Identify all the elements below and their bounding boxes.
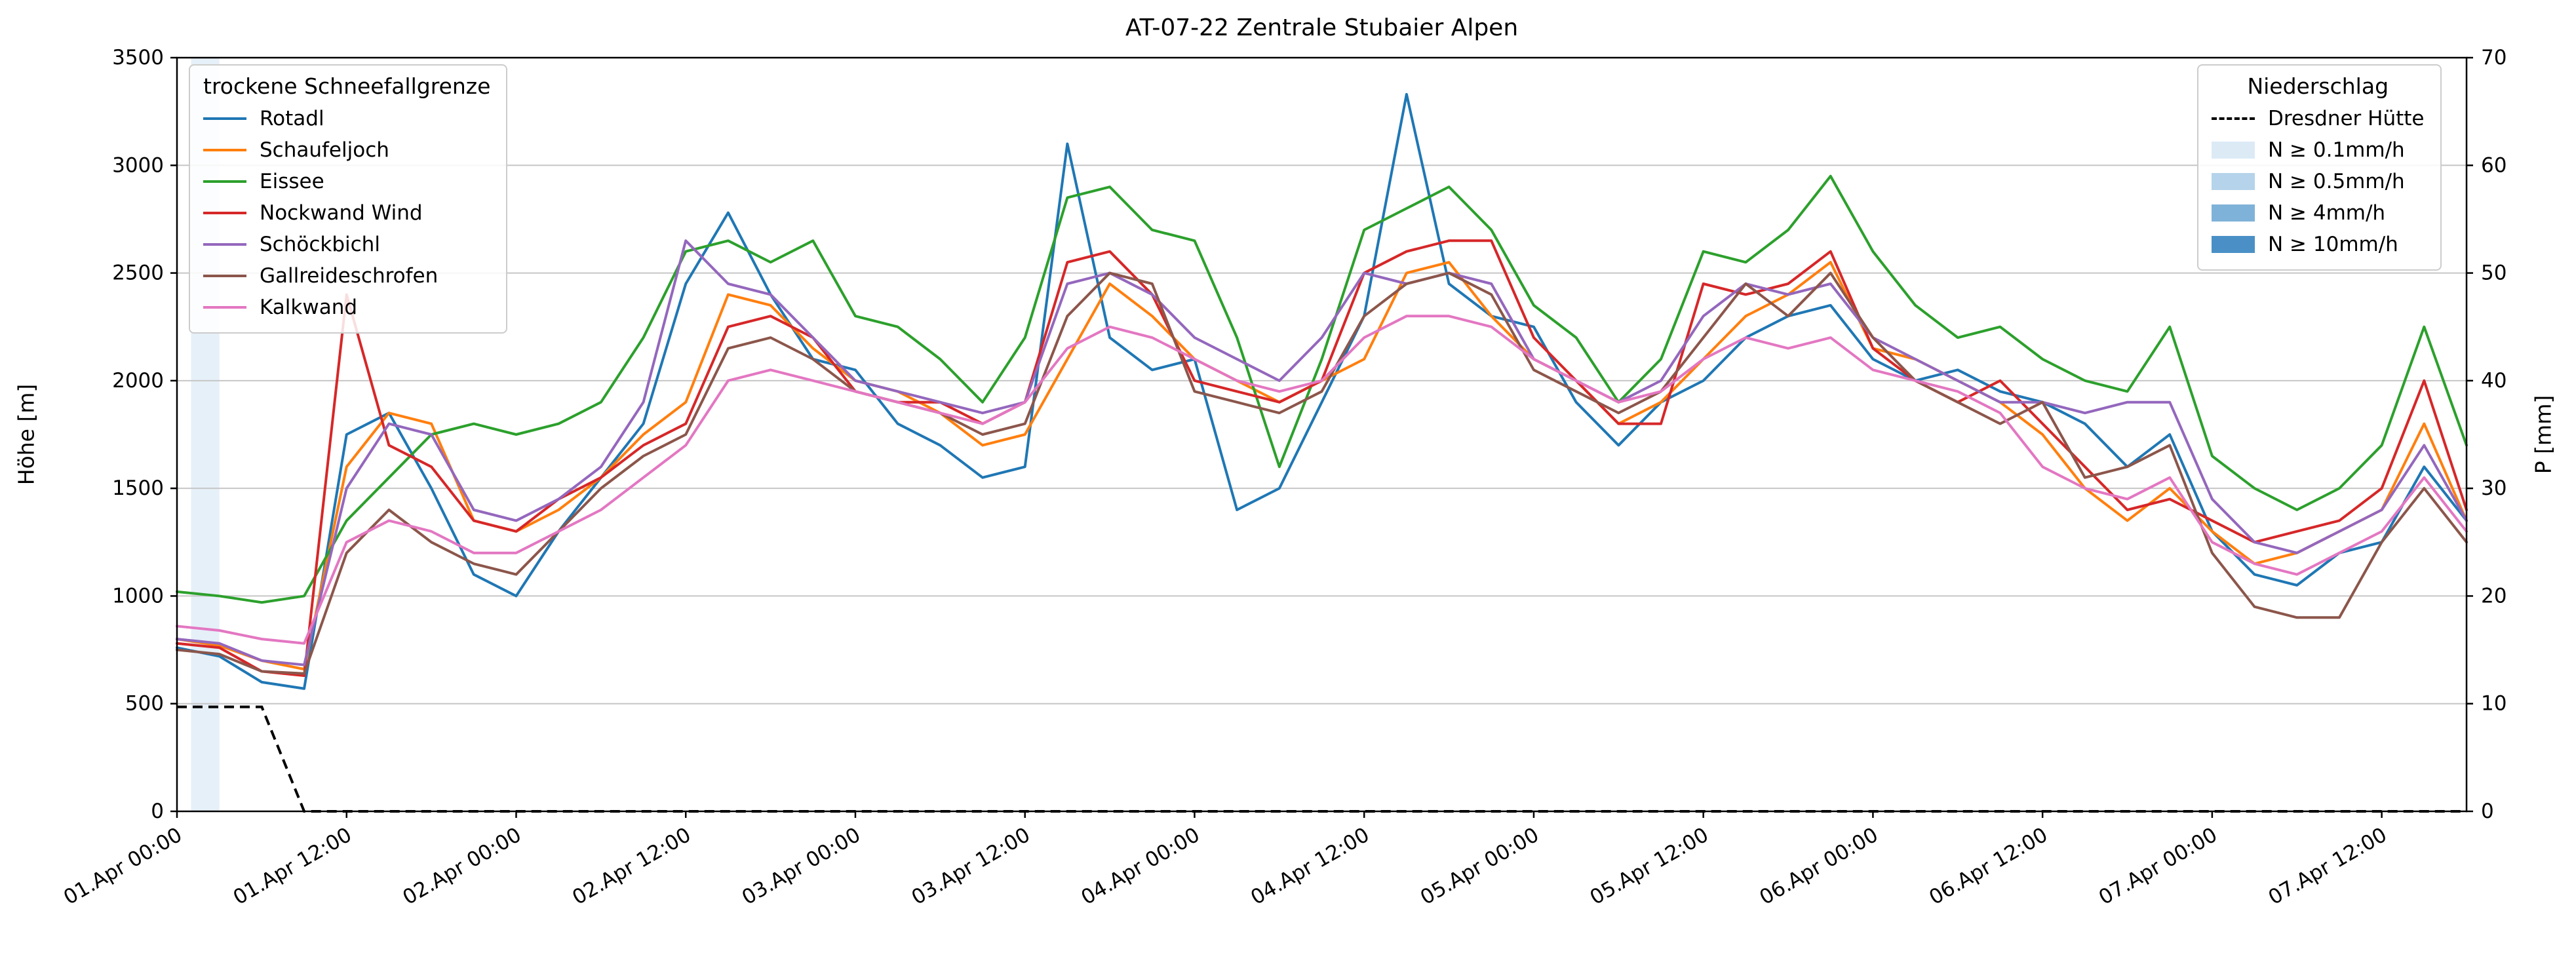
legend-patch-swatch [2212,236,2255,253]
x-tick-label: 01.Apr 12:00 [229,823,356,910]
y-tick-label-left: 500 [125,692,164,716]
legend-patch-swatch [2212,173,2255,190]
legend-precipitation: Niederschlag Dresdner Hütte N ≥ 0.1mm/h N … [2197,64,2442,271]
x-tick-label: 03.Apr 00:00 [738,823,865,910]
legend-entry-eissee: Eissee [203,166,490,197]
x-tick-label: 06.Apr 12:00 [1925,823,2052,910]
legend-entry-schaufeljoch: Schaufeljoch [203,134,490,166]
y-tick-label-right: 70 [2481,46,2507,69]
legend-label: N ≥ 4mm/h [2268,201,2386,225]
y-axis-label-left: Höhe [m] [13,383,39,486]
legend-line-swatch [203,275,246,277]
legend-entry-nockwand-wind: Nockwand Wind [203,197,490,229]
legend-snowfall-line: trockene Schneefallgrenze Rotadl Schaufel… [189,64,508,334]
legend-line-swatch [203,306,246,309]
y-tick-label-right: 20 [2481,584,2507,608]
legend-title: trockene Schneefallgrenze [203,73,491,99]
y-tick-label-right: 40 [2481,369,2507,393]
legend-line-swatch [203,212,246,214]
legend-entry-kalkwand: Kalkwand [203,292,490,323]
legend-label: Rotadl [260,107,324,130]
legend-label: Schöckbichl [260,233,380,256]
x-tick-label: 06.Apr 00:00 [1755,823,1882,910]
legend-label: N ≥ 0.5mm/h [2268,170,2405,193]
series-line-sch-ckbichl [176,239,2468,667]
chart-title: AT-07-22 Zentrale Stubaier Alpen [1125,14,1519,41]
legend-line-swatch [203,117,246,120]
legend-entries: Dresdner Hütte N ≥ 0.1mm/h N ≥ 0.5mm/h N ≥ … [2212,103,2425,260]
x-tick-label: 05.Apr 12:00 [1586,823,1713,910]
y-tick-label-left: 0 [151,800,164,823]
legend-label: Dresdner Hütte [2268,107,2425,130]
y-tick-label-left: 2000 [112,369,164,393]
legend-entry-dresdner-h-tte: Dresdner Hütte [2212,103,2425,134]
legend-entry-rotadl: Rotadl [203,103,490,134]
y-tick-label-left: 1000 [112,584,164,608]
legend-label: Gallreideschrofen [260,264,439,288]
precip-line-dresdner-huette [177,705,2467,813]
legend-line-swatch [203,180,246,183]
series-line-schaufeljoch [176,261,2468,671]
legend-label: N ≥ 10mm/h [2268,233,2398,256]
y-tick-label-right: 30 [2481,476,2507,500]
y-tick-label-right: 50 [2481,261,2507,285]
x-tick-label: 05.Apr 00:00 [1416,823,1543,910]
legend-entry-gallreideschrofen: Gallreideschrofen [203,260,490,292]
legend-line-swatch [203,149,246,151]
x-tick-label: 04.Apr 00:00 [1077,823,1203,910]
x-tick-label: 07.Apr 00:00 [2095,823,2221,910]
axes-spines [176,56,2468,813]
x-tick-label: 02.Apr 12:00 [568,823,695,910]
y-tick-label-left: 2500 [112,261,164,285]
y-tick-label-right: 0 [2481,800,2494,823]
legend-dashed-line-swatch [2212,117,2255,120]
x-tick-label: 01.Apr 00:00 [60,823,186,910]
series-line-gallreideschrofen [176,271,2468,675]
legend-label: Kalkwand [260,296,358,319]
series-line-kalkwand [176,315,2468,645]
legend-label: Eissee [260,170,324,193]
legend-label: Schaufeljoch [260,138,389,162]
legend-entry-n-4mm-h: N ≥ 4mm/h [2212,197,2425,229]
legend-label: N ≥ 0.1mm/h [2268,138,2405,162]
series-line-nockwand-wind [176,239,2468,677]
legend-patch-swatch [2212,204,2255,222]
legend-patch-swatch [2212,142,2255,159]
x-tick-label: 07.Apr 12:00 [2265,823,2391,910]
legend-entry-n-0-1mm-h: N ≥ 0.1mm/h [2212,134,2425,166]
legend-entry-sch-ckbichl: Schöckbichl [203,229,490,260]
series-line-eissee [176,174,2468,604]
legend-entry-n-10mm-h: N ≥ 10mm/h [2212,229,2425,260]
legend-line-swatch [203,243,246,246]
legend-entry-n-0-5mm-h: N ≥ 0.5mm/h [2212,166,2425,197]
legend-label: Nockwand Wind [260,201,423,225]
legend-entries: Rotadl Schaufeljoch Eissee Nockwand Wind Sch… [203,103,490,323]
y-tick-label-left: 1500 [112,476,164,500]
x-tick-label: 02.Apr 00:00 [399,823,525,910]
y-tick-label-right: 60 [2481,153,2507,177]
legend-title: Niederschlag [2247,73,2389,99]
y-tick-label-left: 3000 [112,153,164,177]
x-tick-label: 04.Apr 12:00 [1247,823,1373,910]
y-axis-label-right: P [mm] [2530,395,2556,474]
y-tick-label-right: 10 [2481,692,2507,716]
y-tick-label-left: 3500 [112,46,164,69]
x-tick-label: 03.Apr 12:00 [908,823,1034,910]
